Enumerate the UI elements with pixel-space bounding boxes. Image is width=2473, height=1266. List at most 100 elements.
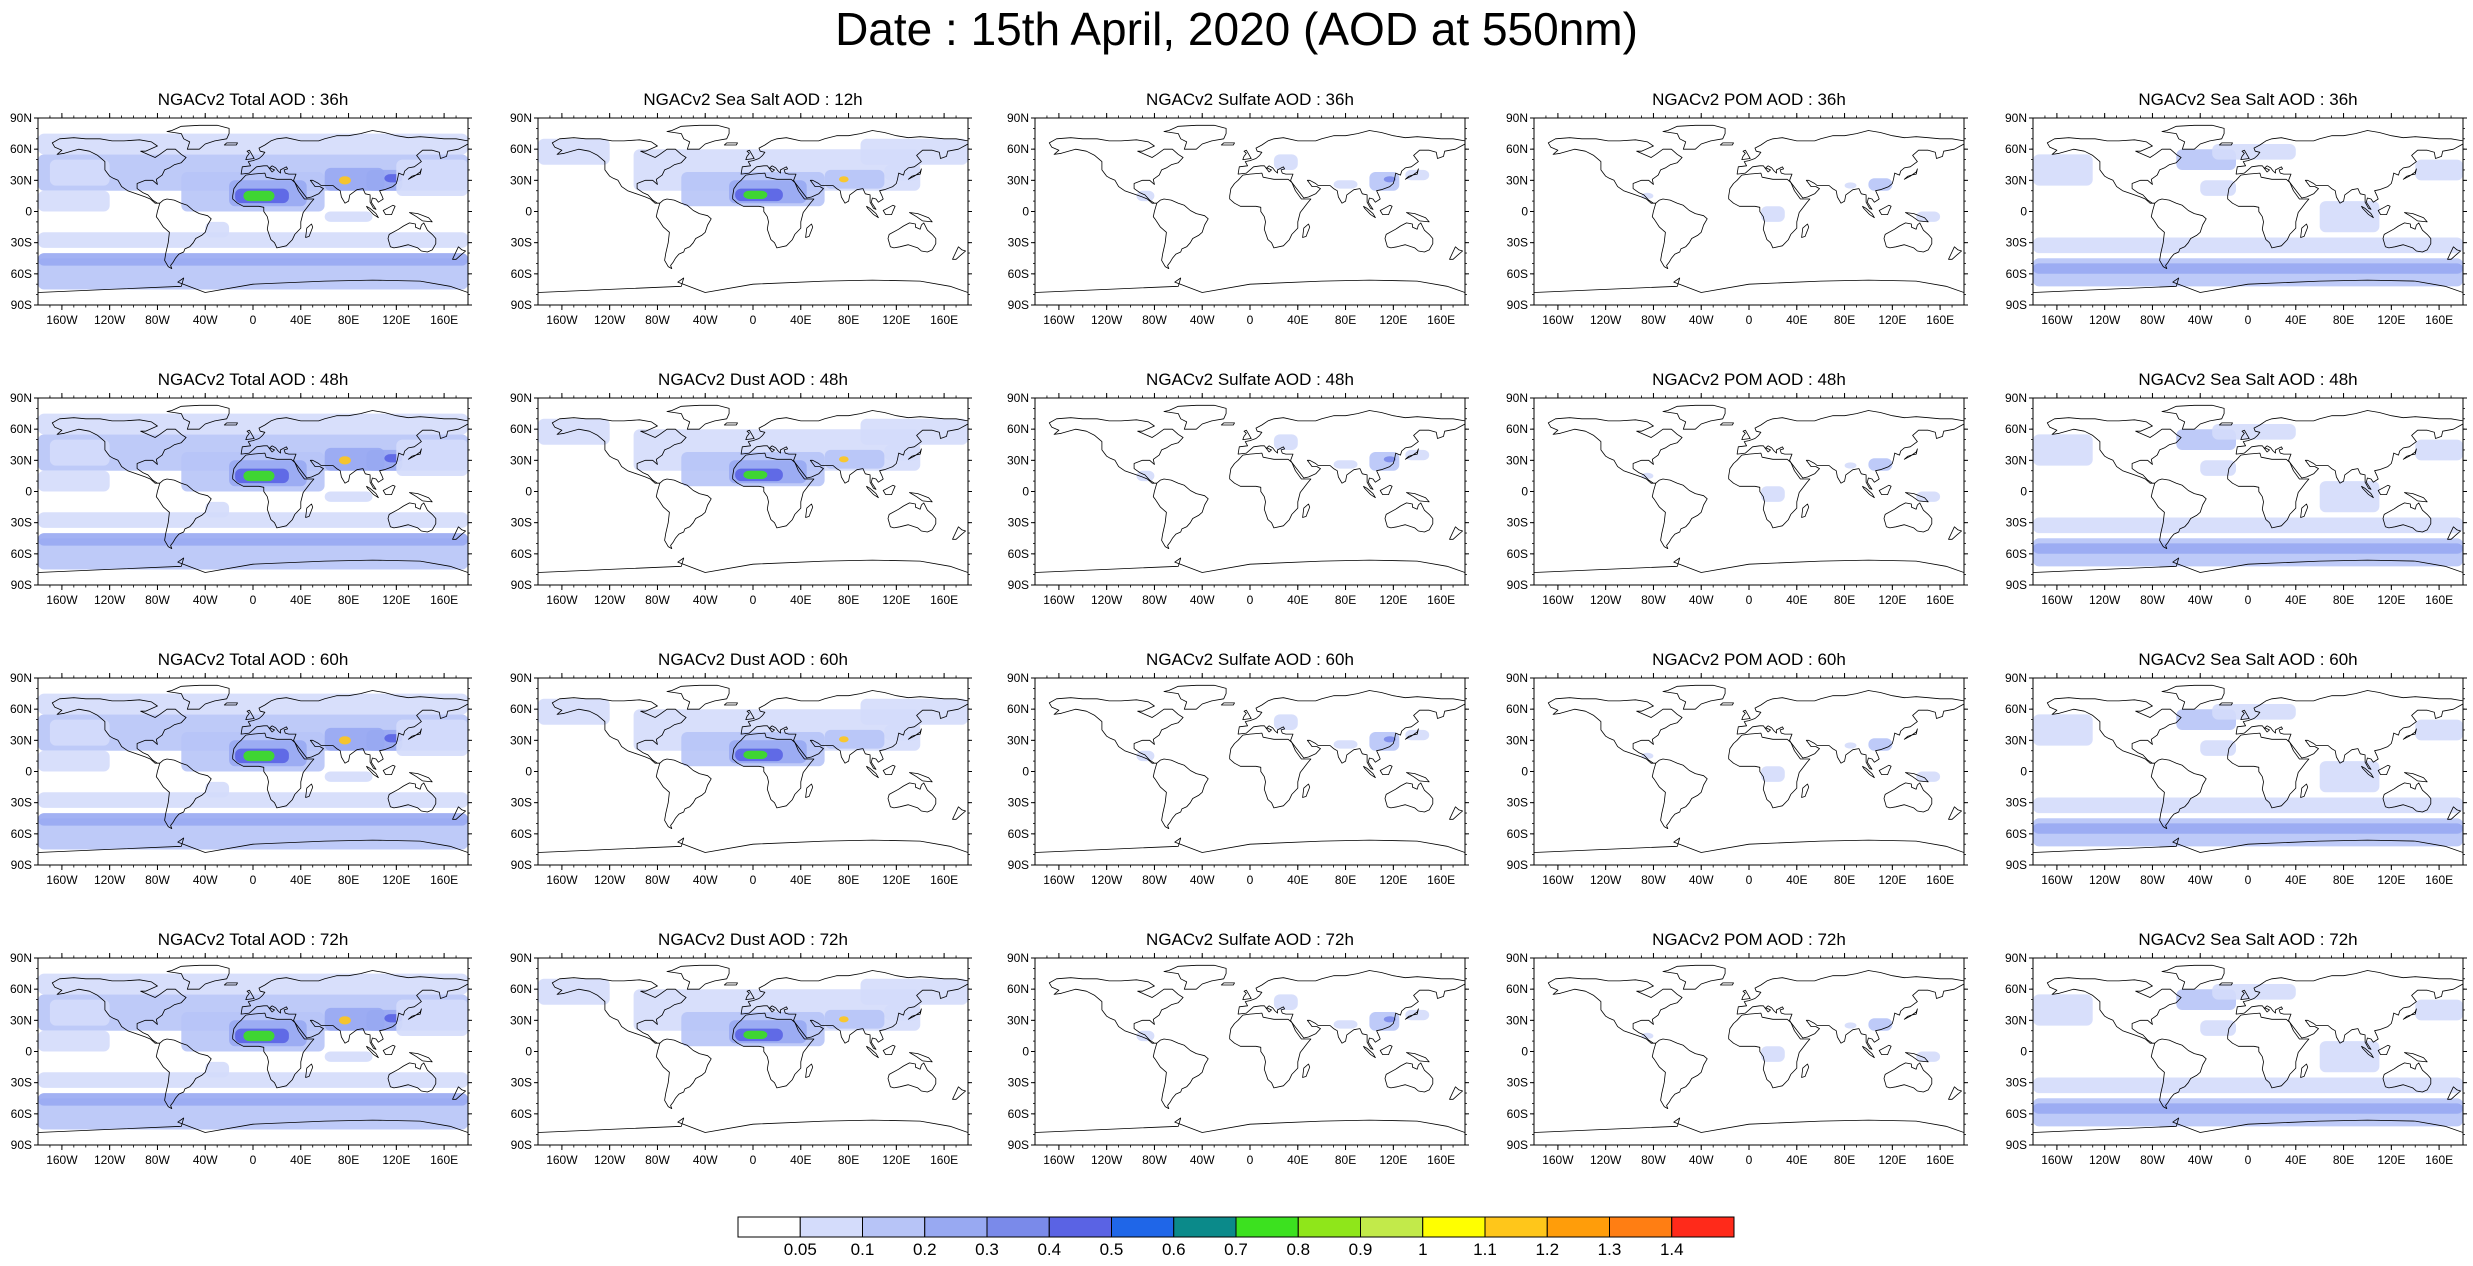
coastline [740,130,968,210]
lon-tick-label: 160E [1926,593,1954,607]
coastline [407,728,422,740]
coastline [2361,205,2374,219]
lat-tick-label: 60S [11,1107,32,1121]
aod-contour [1868,178,1893,191]
coastline [305,1063,314,1078]
lat-tick-label: 60S [2006,267,2027,281]
aod-contour [38,818,468,850]
colorbar-swatch [862,1216,926,1238]
coastline [1242,989,1252,1000]
lat-tick-label: 60N [1007,142,1029,156]
coastlines [2033,964,2463,1145]
aod-contour [38,693,468,715]
lon-tick-label: 160E [430,313,458,327]
lon-tick-label: 40E [2285,313,2306,327]
coastline [1534,837,1964,865]
coastlines [2033,404,2463,585]
lon-tick-label: 160W [1043,873,1075,887]
lat-tick-label: 0 [1022,205,1029,219]
coastline [366,765,379,779]
aod-field [38,958,468,1145]
lon-tick-label: 40E [790,593,811,607]
coastline [2235,690,2463,770]
coastline [1449,1086,1464,1100]
coastline [1379,484,1393,495]
aod-contour [1916,491,1941,502]
coastline [866,485,879,499]
map-plot: 90N 60N 30N 0 30S 60S 90S 160W 120W 80W 40W 0 40E 80E… [1007,671,1469,887]
coastline [1237,130,1465,210]
coastline [2300,783,2309,798]
lon-tick-label: 80W [1142,1153,1167,1167]
lon-tick-label: 40W [1689,873,1714,887]
coastline [745,429,755,440]
coastline [1651,478,1708,550]
lon-tick-label: 40W [193,873,218,887]
lon-tick-label: 80W [645,873,670,887]
aod-contour [743,470,768,479]
coastline [2447,1086,2462,1100]
lon-tick-label: 40E [1786,873,1807,887]
aod-contour [2415,439,2463,461]
coastlines [38,404,468,585]
coastline [1728,172,1811,249]
lon-tick-label: 40W [2188,593,2213,607]
aod-field [1534,398,1964,585]
panel-title: NGACv2 POM AOD : 36h [1652,90,1846,109]
coastline [2377,204,2391,215]
lon-tick-label: 0 [1247,593,1254,607]
coastline [166,404,230,430]
coastline [1363,485,1376,499]
lat-tick-label: 90S [1008,578,1029,592]
lon-tick-label: 120W [94,593,126,607]
coastline [2382,1062,2432,1093]
aod-contour [860,978,968,1005]
coastline [2033,277,2463,305]
aod-contour [1844,742,1857,749]
lat-tick-label: 0 [1022,765,1029,779]
lon-tick-label: 0 [2245,313,2252,327]
lat-tick-label: 60N [510,982,532,996]
aod-contour [38,538,468,570]
aod-contour [243,190,275,202]
map-panel: NGACv2 Sulfate AOD : 48h 90N 60N 30N 0 30S 60S… [997,370,1477,620]
coastline [1152,1038,1209,1110]
aod-contour [243,1030,275,1042]
lat-tick-label: 30N [1007,173,1029,187]
lat-tick-label: 30N [510,453,532,467]
lon-tick-label: 160W [1043,313,1075,327]
coastline [1736,410,1964,490]
coastline [805,503,814,518]
lat-tick-label: 0 [25,765,32,779]
coastline [1883,782,1933,813]
map-background [1534,958,1964,1145]
aod-contour [1383,736,1396,743]
aod-contour [2033,434,2093,466]
aod-contour [38,1030,110,1052]
aod-contour [339,456,351,465]
aod-contour [205,501,230,518]
coastline [2300,223,2309,238]
coastline [909,212,933,223]
lat-tick-label: 90S [2006,578,2027,592]
coastline [1662,124,1726,150]
coastlines [2033,124,2463,305]
aod-contour [396,159,468,196]
lon-tick-label: 120E [882,593,910,607]
lat-tick-label: 30S [11,236,32,250]
colorbar-swatch [986,1216,1050,1238]
coastline [2447,246,2462,260]
aod-contour [243,470,275,482]
colorbar-label: 1 [1418,1240,1427,1259]
aod-contour [1916,1051,1941,1062]
aod-field [1035,118,1465,305]
lat-tick-label: 60S [1008,547,1029,561]
coastline [666,404,730,430]
lat-tick-label: 90S [1507,298,1528,312]
coastline [1719,702,1734,706]
coastline [1220,982,1235,986]
lon-tick-label: 120W [594,313,626,327]
aod-field [538,958,968,1145]
coastline [240,690,468,770]
lon-tick-label: 40W [1689,1153,1714,1167]
